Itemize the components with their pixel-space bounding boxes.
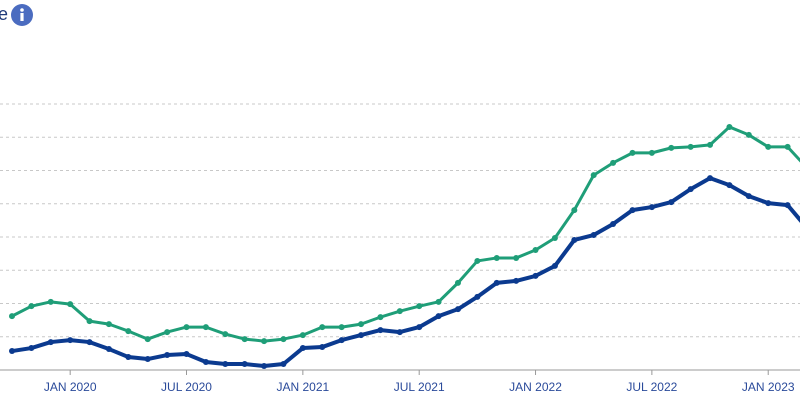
chart-title: e (0, 4, 8, 24)
data-point (67, 337, 74, 344)
data-point (377, 327, 384, 334)
data-point (86, 318, 93, 325)
data-point (261, 363, 268, 370)
data-point (474, 257, 481, 264)
data-point (125, 354, 132, 361)
x-tick-label: JUL 2021 (394, 380, 445, 394)
data-point (416, 303, 423, 310)
data-point (532, 272, 539, 279)
data-point (474, 293, 481, 300)
x-tick-label: JAN 2023 (742, 380, 795, 394)
data-point (648, 204, 655, 211)
data-point (28, 303, 35, 310)
data-point (668, 199, 675, 206)
data-point (241, 361, 248, 368)
data-point (629, 149, 636, 156)
data-point (396, 308, 403, 315)
data-point (241, 336, 248, 343)
data-point (105, 321, 112, 328)
data-point (202, 324, 209, 331)
data-point (396, 329, 403, 336)
data-point (144, 356, 151, 363)
data-point (726, 123, 733, 130)
data-point (280, 336, 287, 343)
data-point (125, 328, 132, 335)
x-tick-label: JUL 2020 (161, 380, 212, 394)
data-point (358, 332, 365, 339)
data-point (164, 352, 171, 359)
data-point (435, 298, 442, 305)
data-point (784, 202, 791, 209)
data-point (358, 321, 365, 328)
data-point (532, 246, 539, 253)
data-point (299, 345, 306, 352)
data-point (513, 277, 520, 284)
data-point (590, 172, 597, 179)
data-point (571, 236, 578, 243)
data-point (261, 338, 268, 345)
data-point (493, 279, 500, 286)
data-point (551, 262, 558, 269)
data-point (454, 306, 461, 313)
data-point (28, 345, 35, 352)
data-point (377, 314, 384, 321)
data-point (571, 207, 578, 214)
data-point (144, 336, 151, 343)
data-point (629, 207, 636, 214)
data-point (513, 254, 520, 261)
series-line (11, 176, 800, 369)
x-tick-label: JUL 2022 (626, 380, 677, 394)
info-icon-dot (20, 8, 24, 12)
data-point (687, 143, 694, 150)
data-point (493, 254, 500, 261)
data-point (280, 361, 287, 368)
data-point (687, 186, 694, 193)
data-point (590, 232, 597, 239)
data-point (222, 331, 229, 338)
data-point (726, 182, 733, 189)
data-point (435, 313, 442, 320)
data-point (183, 324, 190, 331)
data-point (745, 131, 752, 138)
x-tick-label: JAN 2021 (276, 380, 329, 394)
data-point (784, 143, 791, 150)
data-point (765, 200, 772, 207)
data-point (164, 329, 171, 336)
info-icon-bar (20, 13, 24, 21)
info-icon[interactable] (11, 4, 33, 26)
data-point (183, 351, 190, 358)
data-point (319, 344, 326, 351)
x-tick-label: JAN 2020 (44, 380, 97, 394)
data-point (86, 339, 93, 346)
data-point (222, 361, 229, 368)
data-point (9, 313, 15, 320)
data-point (745, 193, 752, 200)
data-point (338, 324, 345, 331)
data-point (668, 144, 675, 151)
data-point (416, 324, 423, 331)
data-point (105, 346, 112, 353)
data-point (454, 279, 461, 286)
data-point (9, 348, 15, 355)
data-point (551, 234, 558, 241)
data-point (610, 221, 617, 228)
data-point (338, 337, 345, 344)
data-point (67, 301, 74, 308)
data-point (765, 143, 772, 150)
x-tick-label: JAN 2022 (509, 380, 562, 394)
data-point (299, 332, 306, 339)
data-point (707, 141, 714, 148)
data-point (47, 298, 54, 305)
data-point (47, 339, 54, 346)
data-point (707, 175, 714, 182)
data-point (202, 359, 209, 366)
data-point (648, 149, 655, 156)
series-line (11, 125, 800, 343)
data-point (610, 159, 617, 166)
data-point (319, 324, 326, 331)
